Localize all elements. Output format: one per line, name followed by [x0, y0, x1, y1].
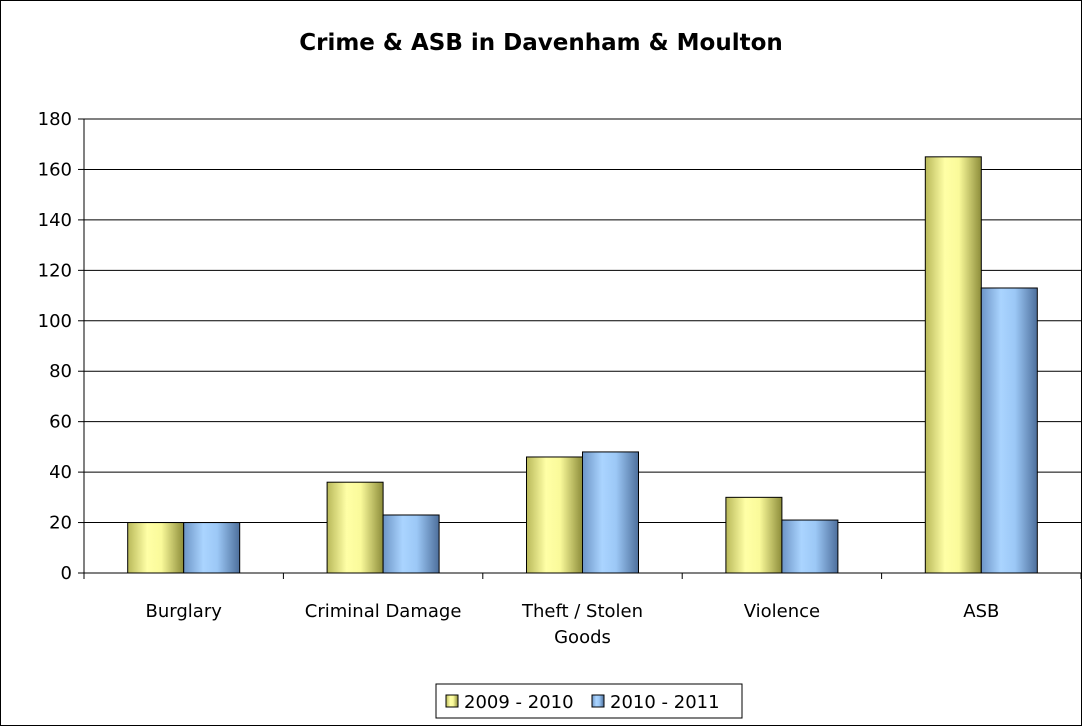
legend-label: 2010 - 2011	[610, 692, 720, 713]
y-tick-label: 80	[49, 361, 72, 382]
category-label: Theft / Stolen Goods	[521, 601, 643, 648]
bar-1	[725, 496, 783, 574]
bar-1	[127, 522, 185, 574]
y-tick-label: 40	[49, 462, 72, 483]
category-label: Burglary	[146, 601, 223, 622]
chart-title: Crime & ASB in Davenham & Moulton	[299, 30, 783, 56]
category-labels: Burglary Criminal Damage Theft / Stolen Goo…	[146, 601, 1000, 648]
category-label: Criminal Damage	[305, 601, 462, 622]
bars	[127, 156, 1038, 574]
category-label: ASB	[963, 601, 999, 622]
y-tick-label: 60	[49, 412, 72, 433]
y-tick-label: 140	[38, 210, 72, 231]
bar-2	[183, 522, 241, 574]
bar-2	[382, 514, 440, 574]
category-label: Violence	[744, 601, 820, 622]
y-tick-label: 0	[61, 563, 72, 584]
y-tick-label: 100	[38, 311, 72, 332]
y-tick-label: 120	[38, 260, 72, 281]
gridlines	[84, 118, 1081, 524]
y-tick-label: 160	[38, 159, 72, 180]
bar-1	[526, 456, 583, 574]
legend: 2009 - 2010 2010 - 2011	[435, 683, 743, 719]
bar-2	[980, 287, 1038, 574]
y-tick-label: 20	[49, 513, 72, 534]
bar-2	[582, 451, 639, 574]
bar-1	[924, 156, 982, 574]
legend-box	[435, 683, 743, 719]
legend-swatch	[591, 694, 605, 708]
y-tick-label: 180	[38, 109, 72, 130]
legend-swatch	[445, 694, 459, 708]
legend-label: 2009 - 2010	[464, 692, 574, 713]
bar-1	[326, 481, 384, 574]
bar-2	[781, 519, 839, 574]
